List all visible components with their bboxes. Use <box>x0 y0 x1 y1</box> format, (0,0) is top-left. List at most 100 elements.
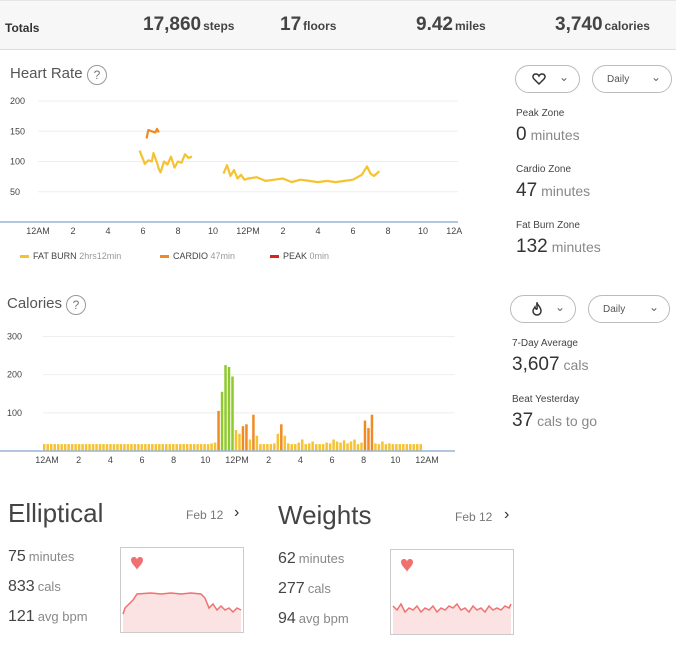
fat-burn-zone-label: Fat Burn Zone <box>516 220 580 231</box>
calorie-bar <box>353 439 356 451</box>
flame-icon <box>532 302 542 316</box>
calorie-bar <box>91 444 95 451</box>
calorie-bar <box>182 444 185 451</box>
elliptical-heart-rate-graph[interactable] <box>120 547 244 633</box>
x-tick-label: 6 <box>140 226 145 236</box>
floors-stat: 17 floors <box>280 14 336 36</box>
chevron-right-icon[interactable]: › <box>234 504 240 521</box>
calorie-bar <box>311 441 314 451</box>
calories-help-icon[interactable]: ? <box>66 295 86 315</box>
elliptical-title[interactable]: Elliptical <box>8 498 104 528</box>
calories-period-dropdown[interactable]: Daily ⌄ <box>588 295 670 323</box>
calorie-bar <box>234 430 238 451</box>
elliptical-heart-rate-line <box>122 557 242 632</box>
x-tick-label: 12PM <box>236 226 260 236</box>
calories-unit: calories <box>604 19 650 33</box>
calorie-bar <box>161 444 165 451</box>
legend-cardio-duration: 47min <box>210 251 236 261</box>
weights-minutes-unit: minutes <box>298 551 345 566</box>
calorie-bar <box>349 441 353 451</box>
calories-period-label: Daily <box>603 304 626 315</box>
calorie-bar <box>206 444 210 451</box>
calorie-bar <box>300 439 304 451</box>
heart-icon <box>131 557 143 570</box>
calorie-bar <box>116 444 119 451</box>
fat-burn-zone-value: 132 minutes <box>516 236 601 258</box>
calorie-bar <box>102 444 105 451</box>
elliptical-bpm-number: 121 <box>8 608 35 625</box>
legend-peak-duration: 0min <box>309 251 330 261</box>
calorie-bar <box>255 435 259 451</box>
heart-rate-filter-dropdown[interactable]: ⌄ <box>515 65 580 93</box>
calorie-bar <box>98 444 102 451</box>
calorie-bar <box>130 444 133 451</box>
calories-filter-dropdown[interactable]: ⌄ <box>510 295 576 323</box>
calorie-bar <box>165 444 168 451</box>
floors-unit: floors <box>303 19 337 33</box>
calorie-bar <box>147 444 151 451</box>
calorie-bar <box>419 444 422 451</box>
legend-fat-burn: FAT BURN 2hrs12min <box>20 251 121 261</box>
heart-rate-period-dropdown[interactable]: Daily ⌄ <box>592 65 672 93</box>
calorie-bar <box>70 444 74 451</box>
calories-title: Calories <box>7 295 63 312</box>
x-tick-label: 8 <box>385 226 390 236</box>
calorie-bar <box>325 442 328 451</box>
calorie-bar <box>356 444 360 451</box>
calorie-bar <box>178 444 182 451</box>
calorie-bar <box>137 444 140 451</box>
calorie-bar <box>335 441 339 451</box>
peak-zone-unit: minutes <box>530 127 580 143</box>
calorie-bar <box>109 444 112 451</box>
elliptical-cals: 833 cals <box>8 578 61 596</box>
legend-peak: PEAK 0min <box>270 251 329 261</box>
calorie-bar <box>154 444 158 451</box>
floors-value: 17 <box>280 14 302 35</box>
x-tick-label: 10 <box>418 226 428 236</box>
weights-date: Feb 12 <box>455 510 493 524</box>
miles-stat: 9.42 miles <box>416 14 486 36</box>
weights-heart-rate-graph[interactable] <box>390 549 514 635</box>
calorie-bar <box>395 444 398 451</box>
heart-rate-series-line <box>222 164 381 184</box>
calorie-bar <box>248 439 252 451</box>
calorie-bar <box>151 444 154 451</box>
legend-fat-burn-duration: 2hrs12min <box>79 251 122 261</box>
calorie-bar <box>398 444 402 451</box>
calorie-bar <box>269 444 273 451</box>
steps-value: 17,860 <box>143 14 202 35</box>
seven-day-average-label: 7-Day Average <box>512 338 578 349</box>
calorie-bar <box>220 391 224 451</box>
heart-rate-series-line <box>138 150 193 174</box>
calorie-bar <box>224 365 227 451</box>
weights-title[interactable]: Weights <box>278 500 372 530</box>
calorie-bar <box>112 444 116 451</box>
x-tick-label: 12AM <box>415 455 439 465</box>
calorie-bar <box>43 444 46 451</box>
heart-rate-help-icon[interactable]: ? <box>87 65 107 85</box>
x-tick-label: 10 <box>200 455 210 465</box>
chevron-right-icon[interactable]: › <box>504 506 510 523</box>
x-tick-label: 8 <box>171 455 176 465</box>
calories-chart: 100 200 300 12AM 2 4 6 8 10 12PM 2 4 6 8 10 12AM <box>0 331 455 465</box>
calorie-bar <box>346 443 349 451</box>
calorie-bar <box>189 444 192 451</box>
calorie-bar <box>416 444 419 451</box>
calorie-bar <box>158 444 161 451</box>
calorie-bar <box>126 444 130 451</box>
calorie-bar <box>63 444 67 451</box>
cardio-zone-unit: minutes <box>541 183 591 199</box>
beat-yesterday-label: Beat Yesterday <box>512 394 580 405</box>
elliptical-cals-number: 833 <box>8 578 35 595</box>
legend-fat-burn-name: FAT BURN <box>33 251 77 261</box>
y-tick-label: 50 <box>10 187 20 197</box>
chevron-down-icon: ⌄ <box>650 70 661 84</box>
heart-rate-period-label: Daily <box>607 74 630 85</box>
weights-bpm-number: 94 <box>278 610 296 627</box>
weights-heart-rate-line <box>392 559 512 634</box>
calorie-bar <box>60 444 63 451</box>
chevron-down-icon: ⌄ <box>554 300 565 314</box>
calorie-bar <box>168 444 171 451</box>
calorie-bar <box>88 444 91 451</box>
x-tick-label: 4 <box>298 455 303 465</box>
